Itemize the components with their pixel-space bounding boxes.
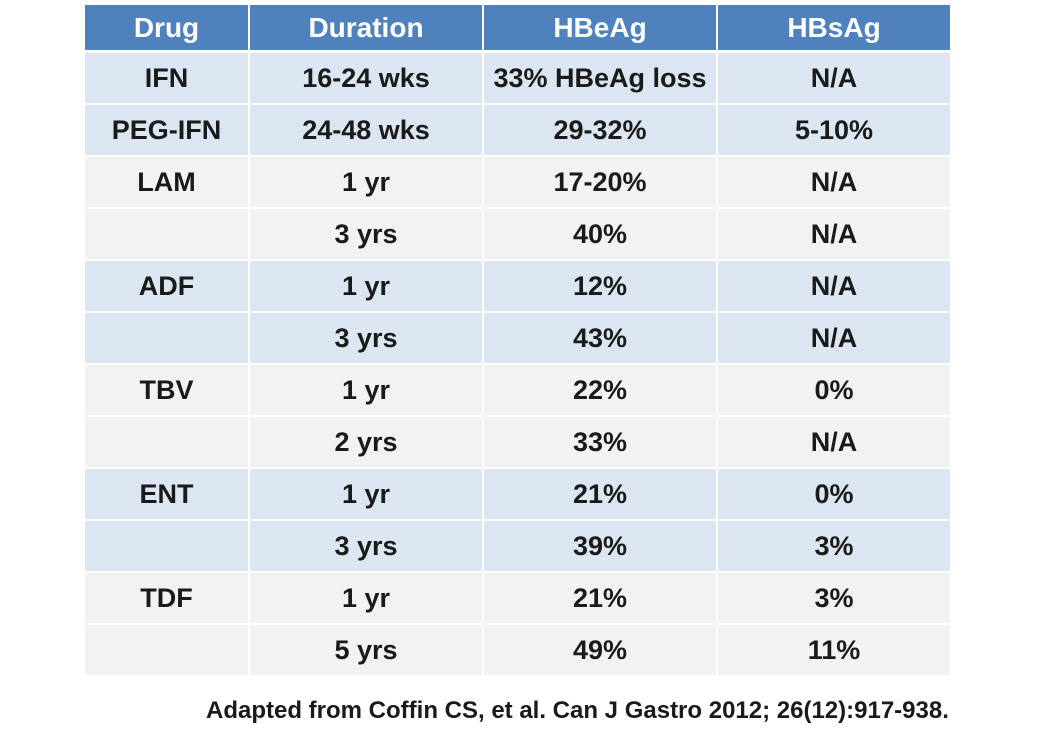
cell-drug xyxy=(85,521,250,573)
header-duration: Duration xyxy=(250,5,484,53)
table-row: 2 yrs 33% N/A xyxy=(85,417,950,469)
cell-hbsag: 0% xyxy=(718,469,950,521)
cell-hbsag: 0% xyxy=(718,365,950,417)
drug-response-table: Drug Duration HBeAg HBsAg IFN 16-24 wks 33… xyxy=(85,5,950,677)
citation: Adapted from Coffin CS, et al. Can J Gas… xyxy=(206,697,949,724)
cell-drug xyxy=(85,313,250,365)
cell-hbsag: N/A xyxy=(718,417,950,469)
table-row: 3 yrs 40% N/A xyxy=(85,209,950,261)
cell-hbsag: 5-10% xyxy=(718,105,950,157)
cell-drug: LAM xyxy=(85,157,250,209)
cell-drug xyxy=(85,417,250,469)
cell-hbeag: 43% xyxy=(484,313,718,365)
cell-duration: 16-24 wks xyxy=(250,53,484,105)
header-drug: Drug xyxy=(85,5,250,53)
table-row: ADF 1 yr 12% N/A xyxy=(85,261,950,313)
cell-hbsag: 3% xyxy=(718,521,950,573)
table-row: ENT 1 yr 21% 0% xyxy=(85,469,950,521)
table-row: TBV 1 yr 22% 0% xyxy=(85,365,950,417)
cell-drug: ADF xyxy=(85,261,250,313)
cell-drug: IFN xyxy=(85,53,250,105)
cell-drug: TDF xyxy=(85,573,250,625)
header-hbsag: HBsAg xyxy=(718,5,950,53)
header-hbeag: HBeAg xyxy=(484,5,718,53)
cell-duration: 1 yr xyxy=(250,573,484,625)
cell-hbsag: N/A xyxy=(718,313,950,365)
cell-drug xyxy=(85,209,250,261)
cell-duration: 3 yrs xyxy=(250,209,484,261)
cell-duration: 1 yr xyxy=(250,261,484,313)
cell-hbeag: 33% HBeAg loss xyxy=(484,53,718,105)
cell-hbeag: 49% xyxy=(484,625,718,677)
table-row: IFN 16-24 wks 33% HBeAg loss N/A xyxy=(85,53,950,105)
cell-hbsag: N/A xyxy=(718,209,950,261)
cell-drug: PEG-IFN xyxy=(85,105,250,157)
cell-hbeag: 21% xyxy=(484,573,718,625)
cell-duration: 1 yr xyxy=(250,157,484,209)
cell-drug: ENT xyxy=(85,469,250,521)
cell-duration: 1 yr xyxy=(250,365,484,417)
table-row: 3 yrs 43% N/A xyxy=(85,313,950,365)
cell-hbsag: N/A xyxy=(718,157,950,209)
cell-duration: 3 yrs xyxy=(250,313,484,365)
cell-duration: 3 yrs xyxy=(250,521,484,573)
cell-duration: 5 yrs xyxy=(250,625,484,677)
table-row: LAM 1 yr 17-20% N/A xyxy=(85,157,950,209)
cell-drug xyxy=(85,625,250,677)
cell-duration: 1 yr xyxy=(250,469,484,521)
cell-hbsag: N/A xyxy=(718,261,950,313)
cell-hbeag: 33% xyxy=(484,417,718,469)
cell-hbsag: 3% xyxy=(718,573,950,625)
cell-hbsag: N/A xyxy=(718,53,950,105)
cell-hbeag: 21% xyxy=(484,469,718,521)
cell-hbsag: 11% xyxy=(718,625,950,677)
header-row: Drug Duration HBeAg HBsAg xyxy=(85,5,950,53)
table-row: TDF 1 yr 21% 3% xyxy=(85,573,950,625)
table-row: 5 yrs 49% 11% xyxy=(85,625,950,677)
cell-hbeag: 22% xyxy=(484,365,718,417)
table-row: PEG-IFN 24-48 wks 29-32% 5-10% xyxy=(85,105,950,157)
table-row: 3 yrs 39% 3% xyxy=(85,521,950,573)
cell-duration: 2 yrs xyxy=(250,417,484,469)
cell-hbeag: 40% xyxy=(484,209,718,261)
cell-hbeag: 17-20% xyxy=(484,157,718,209)
cell-hbeag: 39% xyxy=(484,521,718,573)
cell-drug: TBV xyxy=(85,365,250,417)
cell-duration: 24-48 wks xyxy=(250,105,484,157)
cell-hbeag: 12% xyxy=(484,261,718,313)
cell-hbeag: 29-32% xyxy=(484,105,718,157)
